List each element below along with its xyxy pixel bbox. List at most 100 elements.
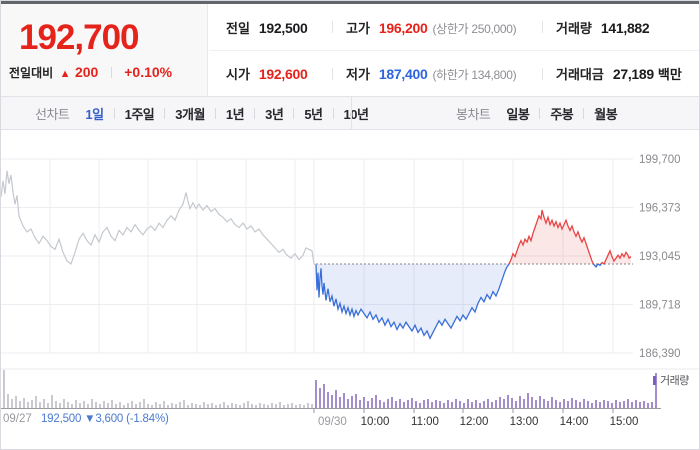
volume-bar <box>319 388 321 408</box>
y-axis-label: 189,718 <box>639 299 681 311</box>
prev-day-change: 192,500 ▼3,600 (-1.84%) <box>40 413 169 425</box>
volume-bar <box>611 403 613 408</box>
volume-bar <box>115 404 117 408</box>
volume-bar <box>27 402 29 408</box>
volume-bar <box>619 402 621 408</box>
volume-bar <box>395 401 397 408</box>
volume-bar <box>279 402 281 408</box>
x-axis-label: 09/30 <box>318 416 347 428</box>
volume-bar <box>11 399 13 408</box>
y-axis-label: 193,045 <box>639 251 681 263</box>
volume-bar <box>467 399 469 408</box>
volume-bar <box>87 404 89 408</box>
volume-bar <box>503 399 505 408</box>
volume-bar <box>607 401 609 408</box>
volume-bar <box>267 405 269 408</box>
stat-volume: 거래량 141,882 <box>556 19 650 36</box>
volume-bar <box>195 404 197 408</box>
divider <box>351 97 352 129</box>
tab-10year[interactable]: 10년 <box>343 106 369 122</box>
volume-bar <box>239 405 241 408</box>
divider <box>583 107 585 119</box>
prev-day-line <box>1 170 317 266</box>
chart-period-tabbar: 선차트 1일 1주일 3개월 1년 3년 5년 10년 봉차트 일봉 주봉 월봉 <box>1 96 699 130</box>
x-axis-label: 12:00 <box>460 416 489 428</box>
x-axis-label: 15:00 <box>610 416 639 428</box>
volume-bar <box>219 404 221 408</box>
volume-bar <box>407 400 409 408</box>
up-arrow-icon: ▲ <box>59 68 71 80</box>
volume-bar <box>83 401 85 408</box>
volume-bar <box>183 400 185 408</box>
volume-bar <box>631 402 633 408</box>
volume-bar <box>15 396 17 408</box>
volume-bar <box>127 403 129 408</box>
volume-bar <box>535 400 537 408</box>
volume-bar <box>655 373 657 408</box>
volume-bar <box>167 405 169 408</box>
divider <box>542 67 543 80</box>
x-axis-label: 11:00 <box>411 416 439 428</box>
volume-bar <box>255 405 257 408</box>
volume-bar <box>323 384 325 408</box>
volume-bar <box>355 394 357 408</box>
tab-3month[interactable]: 3개월 <box>175 106 205 122</box>
y-axis-label: 186,390 <box>639 348 681 360</box>
volume-bar <box>123 405 125 408</box>
tab-monthly-candle[interactable]: 월봉 <box>594 106 618 122</box>
volume-bar <box>39 402 41 408</box>
volume-bar <box>159 404 161 408</box>
volume-bar <box>499 397 501 408</box>
volume-bar <box>339 397 341 408</box>
volume-bar <box>423 400 425 408</box>
volume-bar <box>31 400 33 408</box>
volume-bar <box>391 397 393 408</box>
volume-bar <box>295 405 297 408</box>
prev-day-date: 09/27 <box>3 413 32 425</box>
volume-bar <box>63 399 65 408</box>
volume-bar <box>75 400 77 408</box>
volume-bar <box>179 402 181 408</box>
volume-bar <box>519 396 521 408</box>
volume-bar <box>207 404 209 408</box>
volume-bar <box>651 402 653 408</box>
tab-5year[interactable]: 5년 <box>304 106 323 122</box>
volume-bar <box>363 397 365 408</box>
volume-bar <box>7 394 9 408</box>
tab-1day[interactable]: 1일 <box>85 106 104 122</box>
volume-bar <box>479 403 481 408</box>
volume-bar <box>463 403 465 408</box>
volume-bar <box>471 402 473 408</box>
volume-bar <box>307 403 309 408</box>
volume-bar <box>335 390 337 408</box>
tab-3year[interactable]: 3년 <box>265 106 284 122</box>
volume-bar <box>251 404 253 408</box>
volume-bar <box>427 399 429 408</box>
volume-bar <box>203 402 205 408</box>
volume-bar <box>563 399 565 408</box>
line-chart-caption: 선차트 <box>35 106 70 122</box>
volume-bar <box>591 403 593 408</box>
tab-1week[interactable]: 1주일 <box>124 106 155 122</box>
volume-bar <box>455 399 457 408</box>
volume-bar <box>367 401 369 408</box>
volume-bar <box>135 404 137 408</box>
volume-bar <box>643 401 645 408</box>
tab-weekly-candle[interactable]: 주봉 <box>550 106 574 122</box>
today-area-below <box>316 263 602 339</box>
volume-bar-icon <box>653 375 656 385</box>
volume-bar <box>415 401 417 408</box>
volume-legend-label: 거래량 <box>660 375 689 387</box>
volume-bar <box>435 400 437 408</box>
tab-daily-candle[interactable]: 일봉 <box>506 106 530 122</box>
stat-day-low: 저가 187,400 (하한가 134,800) <box>346 66 517 82</box>
volume-bar <box>243 403 245 408</box>
price-header: 192,700 전일대비 ▲ 200 +0.10% 전일 192,500 고가 … <box>1 4 699 96</box>
today-line-up <box>508 209 632 264</box>
tab-1year[interactable]: 1년 <box>225 106 245 122</box>
volume-bar <box>99 404 101 408</box>
volume-bar <box>331 395 333 408</box>
volume-bar <box>315 380 317 408</box>
volume-bar <box>259 403 261 408</box>
